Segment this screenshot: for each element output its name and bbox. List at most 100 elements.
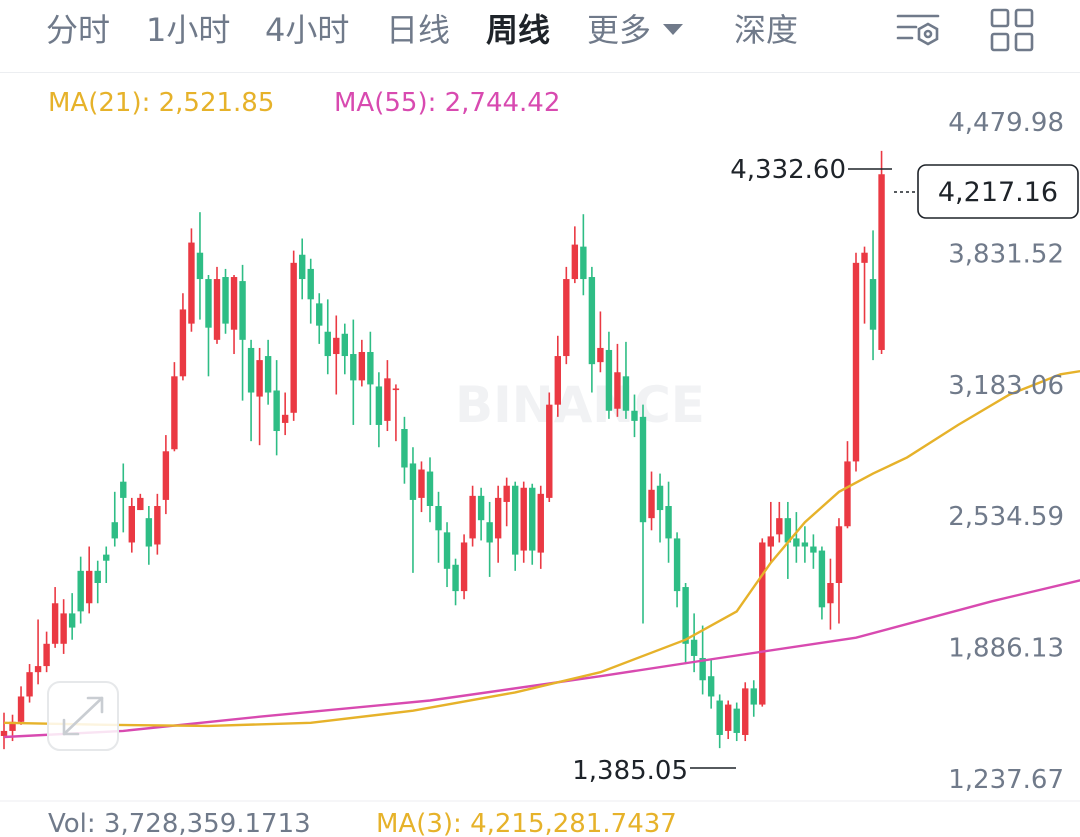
tab-4h[interactable]: 4小时 xyxy=(265,11,350,49)
candle xyxy=(77,556,84,624)
candle xyxy=(588,266,596,393)
volume-indicator: Vol: 3,728,359.1713 xyxy=(48,809,311,837)
caret-down-icon xyxy=(663,23,684,35)
candle xyxy=(426,457,434,523)
candle xyxy=(94,560,101,604)
candle xyxy=(494,485,502,563)
candle xyxy=(716,694,723,749)
candle xyxy=(196,212,204,320)
candle xyxy=(316,293,323,344)
candle xyxy=(477,487,485,541)
y-axis-tick-label: 4,479.98 xyxy=(948,108,1064,138)
candle xyxy=(707,660,715,709)
high-marker: 4,332.60 xyxy=(730,155,892,185)
ma21-indicator: MA(21): 2,521.85 xyxy=(48,88,274,118)
current-price: 4,217.16 xyxy=(938,177,1058,208)
candle xyxy=(742,682,749,742)
chart-settings-icon[interactable] xyxy=(894,6,942,54)
candle xyxy=(622,341,630,419)
ma21-line xyxy=(3,369,1080,728)
y-axis: 4,479.98 3,831.52 3,183.06 2,534.59 1,886.13… xyxy=(948,108,1064,795)
tab-day[interactable]: 日线 xyxy=(386,11,451,49)
y-axis-tick-label: 2,534.59 xyxy=(948,502,1064,532)
candle xyxy=(273,360,280,456)
candle xyxy=(520,481,527,563)
candle xyxy=(205,274,212,377)
tab-more[interactable]: 更多 xyxy=(587,10,684,50)
candle xyxy=(86,546,93,614)
candle xyxy=(852,252,860,472)
candle xyxy=(435,491,442,563)
candle xyxy=(384,360,391,432)
candle xyxy=(452,558,459,606)
expand-button[interactable] xyxy=(47,681,119,751)
timeframe-toolbar: 分时 1小时 4小时 日线 周线 更多 深度 xyxy=(0,0,1080,73)
high-label: 4,332.60 xyxy=(730,155,846,185)
candle xyxy=(443,522,451,588)
candle xyxy=(103,546,110,583)
candle xyxy=(26,664,33,703)
candle xyxy=(264,339,272,405)
tab-depth[interactable]: 深度 xyxy=(734,11,799,49)
candle xyxy=(128,497,135,553)
candle xyxy=(512,481,519,571)
candle xyxy=(239,264,246,401)
candle xyxy=(367,331,374,425)
candle xyxy=(878,150,885,355)
candle xyxy=(648,471,655,531)
candle xyxy=(392,384,400,442)
candle xyxy=(460,534,468,600)
candle xyxy=(401,416,408,484)
candle xyxy=(0,712,8,750)
candle xyxy=(179,293,187,381)
candle xyxy=(256,347,263,446)
y-axis-tick-label: 1,886.13 xyxy=(948,634,1064,664)
tab-1h[interactable]: 1小时 xyxy=(146,11,231,49)
y-axis-tick-label: 3,183.06 xyxy=(948,371,1064,401)
candle xyxy=(281,392,289,436)
candle xyxy=(341,323,348,375)
candle xyxy=(750,680,757,717)
candle xyxy=(835,518,843,624)
candle xyxy=(614,343,621,417)
candle xyxy=(51,587,59,648)
candle xyxy=(350,319,357,425)
candle xyxy=(34,619,42,685)
candle xyxy=(307,258,314,324)
candle xyxy=(784,501,792,579)
tab-time[interactable]: 分时 xyxy=(46,11,111,49)
candle xyxy=(486,501,493,577)
candle xyxy=(827,558,834,630)
current-price-tag: 4,217.16 xyxy=(894,164,1079,219)
candle xyxy=(605,331,613,419)
y-axis-tick-label: 1,237.67 xyxy=(948,765,1064,795)
candle xyxy=(767,501,774,563)
ma55-line xyxy=(3,579,1080,739)
candle xyxy=(776,501,783,543)
candle xyxy=(861,246,868,324)
candle xyxy=(137,493,144,511)
candle xyxy=(546,392,553,502)
ma55-indicator: MA(55): 2,744.42 xyxy=(334,88,560,118)
candle xyxy=(145,505,153,565)
candle xyxy=(43,631,50,673)
candle xyxy=(793,512,800,563)
candle xyxy=(639,404,647,624)
grid-layout-icon[interactable] xyxy=(988,6,1036,54)
candle xyxy=(154,493,161,555)
candle xyxy=(733,702,740,742)
candle xyxy=(222,268,229,334)
candle xyxy=(358,339,366,387)
candle xyxy=(673,532,681,608)
tab-week[interactable]: 周线 xyxy=(486,11,551,49)
candle xyxy=(375,372,383,448)
candle xyxy=(324,299,331,375)
low-marker: 1,385.05 xyxy=(572,756,736,786)
candle xyxy=(563,266,570,365)
candle xyxy=(17,686,25,725)
candle xyxy=(60,599,67,654)
expand-icon xyxy=(62,696,104,736)
candle xyxy=(656,473,664,543)
candle xyxy=(503,477,510,527)
